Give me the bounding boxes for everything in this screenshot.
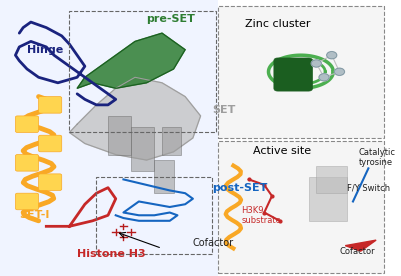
Bar — [0, 0, 218, 276]
Text: Cofactor: Cofactor — [193, 238, 234, 248]
Circle shape — [319, 74, 329, 81]
Text: F/Y Switch: F/Y Switch — [347, 183, 390, 192]
Text: Cofactor: Cofactor — [340, 247, 375, 256]
Bar — [131, 127, 154, 171]
Polygon shape — [69, 77, 200, 160]
FancyBboxPatch shape — [38, 174, 62, 190]
FancyBboxPatch shape — [15, 116, 38, 132]
Text: H3K9
substrate: H3K9 substrate — [241, 206, 281, 225]
Text: Zinc cluster: Zinc cluster — [245, 19, 310, 29]
Bar — [218, 141, 384, 273]
Text: SET: SET — [212, 105, 235, 115]
Polygon shape — [77, 33, 185, 88]
Bar — [69, 11, 216, 132]
Text: Histone H3: Histone H3 — [77, 249, 146, 259]
Text: pre-SET: pre-SET — [147, 14, 195, 24]
Bar — [309, 177, 347, 221]
Bar — [218, 6, 384, 138]
FancyBboxPatch shape — [38, 97, 62, 113]
Circle shape — [334, 68, 344, 75]
Text: Catalytic
tyrosine: Catalytic tyrosine — [359, 148, 396, 167]
FancyBboxPatch shape — [15, 193, 38, 210]
FancyBboxPatch shape — [274, 58, 312, 91]
Circle shape — [327, 52, 337, 59]
Bar — [316, 166, 347, 193]
Bar — [154, 160, 174, 193]
Bar — [96, 177, 212, 254]
FancyBboxPatch shape — [38, 135, 62, 152]
FancyBboxPatch shape — [15, 155, 38, 171]
Polygon shape — [345, 240, 376, 251]
Text: Active site: Active site — [253, 146, 311, 156]
Bar — [162, 127, 181, 155]
Text: Hinge: Hinge — [27, 45, 63, 55]
Circle shape — [311, 60, 321, 67]
Text: SET-I: SET-I — [19, 210, 50, 220]
Bar — [108, 116, 131, 155]
Text: post-SET: post-SET — [212, 183, 267, 193]
